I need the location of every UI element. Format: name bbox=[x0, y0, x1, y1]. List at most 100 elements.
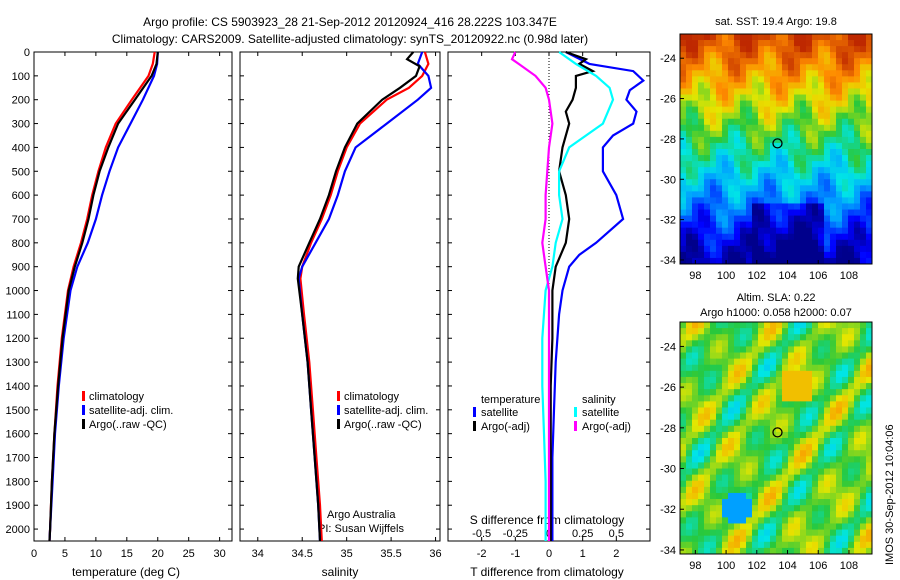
map-cell bbox=[716, 52, 723, 59]
map-cell bbox=[854, 431, 861, 439]
map-cell bbox=[812, 425, 819, 433]
map-cell bbox=[842, 486, 849, 494]
map-cell bbox=[776, 462, 783, 469]
map-cell bbox=[734, 425, 741, 433]
map-cell bbox=[752, 227, 759, 235]
map-cell bbox=[716, 376, 723, 384]
map-cell bbox=[842, 395, 849, 402]
map-cell bbox=[860, 227, 867, 235]
map-cell bbox=[788, 376, 795, 384]
map-cell bbox=[758, 529, 765, 537]
map-cell bbox=[854, 535, 861, 543]
map-cell bbox=[704, 505, 711, 512]
map-cell bbox=[782, 462, 789, 469]
map-cell bbox=[686, 215, 693, 223]
map-cell bbox=[764, 370, 771, 378]
map-cell bbox=[794, 70, 801, 77]
legend-label: Argo(-adj) bbox=[481, 421, 530, 433]
map-cell bbox=[680, 389, 687, 396]
map-cell bbox=[704, 523, 711, 530]
map-cell bbox=[824, 547, 831, 555]
map-cell bbox=[698, 161, 705, 168]
map-cell bbox=[836, 106, 843, 114]
map-cell bbox=[710, 419, 717, 427]
legend-swatch bbox=[473, 421, 476, 431]
map-cell bbox=[836, 450, 843, 457]
map-cell bbox=[728, 76, 735, 83]
map-cell bbox=[800, 401, 807, 408]
map-cell bbox=[788, 136, 795, 144]
map-cell bbox=[848, 142, 855, 150]
map-cell bbox=[758, 233, 765, 241]
map-cell bbox=[728, 155, 735, 162]
map-cell bbox=[848, 364, 855, 372]
map-cell bbox=[722, 492, 729, 500]
map-cell bbox=[860, 425, 867, 433]
map-cell bbox=[776, 221, 783, 229]
map-cell bbox=[704, 124, 711, 132]
map-cell bbox=[830, 155, 837, 162]
map-cell bbox=[770, 257, 777, 265]
map-cell bbox=[710, 70, 717, 77]
map-cell bbox=[764, 209, 771, 216]
map-cell bbox=[800, 511, 807, 518]
map-cell bbox=[758, 480, 765, 488]
map-cell bbox=[686, 541, 693, 549]
map-cell bbox=[824, 364, 831, 372]
map-cell bbox=[716, 444, 723, 451]
map-cell bbox=[722, 499, 729, 506]
map-cell bbox=[854, 462, 861, 469]
map-cell bbox=[806, 474, 813, 482]
map-cell bbox=[854, 456, 861, 463]
map-cell bbox=[686, 118, 693, 126]
map-cell bbox=[698, 523, 705, 530]
map-cell bbox=[698, 124, 705, 132]
map-cell bbox=[866, 511, 873, 518]
map-cell bbox=[746, 40, 753, 47]
map-cell bbox=[704, 161, 711, 168]
map-cell bbox=[842, 155, 849, 162]
map-cell bbox=[704, 541, 711, 549]
map-cell bbox=[740, 136, 747, 144]
map-cell bbox=[830, 245, 837, 253]
series-line-climatology bbox=[48, 51, 156, 542]
map-cell bbox=[782, 541, 789, 549]
map-cell bbox=[764, 197, 771, 204]
map-cell bbox=[740, 221, 747, 229]
map-cell bbox=[698, 529, 705, 537]
map-cell bbox=[686, 346, 693, 353]
map-cell bbox=[722, 456, 729, 463]
map-cell bbox=[812, 541, 819, 549]
map-cell bbox=[824, 209, 831, 216]
map-cell bbox=[746, 383, 753, 390]
map-cell bbox=[788, 395, 795, 402]
map-cell bbox=[818, 383, 825, 390]
map-cell bbox=[800, 346, 807, 353]
map-cell bbox=[680, 94, 687, 101]
map-cell bbox=[716, 340, 723, 347]
map-cell bbox=[686, 517, 693, 524]
map-cell bbox=[686, 245, 693, 253]
map-cell bbox=[836, 468, 843, 476]
map-cell bbox=[830, 34, 837, 41]
map-cell bbox=[752, 88, 759, 95]
map-cell bbox=[848, 486, 855, 494]
map-cell bbox=[764, 64, 771, 71]
map-cell bbox=[716, 239, 723, 247]
map-cell bbox=[680, 239, 687, 247]
map-cell bbox=[812, 346, 819, 353]
map-cell bbox=[764, 245, 771, 253]
map-cell bbox=[680, 76, 687, 83]
map-cell bbox=[776, 40, 783, 47]
map-cell bbox=[686, 203, 693, 210]
map-cell bbox=[836, 251, 843, 259]
map-cell bbox=[806, 245, 813, 253]
t-diff-xlabel: T difference from climatology bbox=[470, 565, 624, 579]
x-tick-label: 1 bbox=[580, 548, 586, 560]
map-cell bbox=[794, 179, 801, 186]
map-cell bbox=[728, 328, 735, 335]
legend-label: Argo(..raw -QC) bbox=[344, 419, 422, 431]
map-cell bbox=[704, 203, 711, 210]
map-cell bbox=[704, 425, 711, 433]
map-cell bbox=[728, 468, 735, 476]
